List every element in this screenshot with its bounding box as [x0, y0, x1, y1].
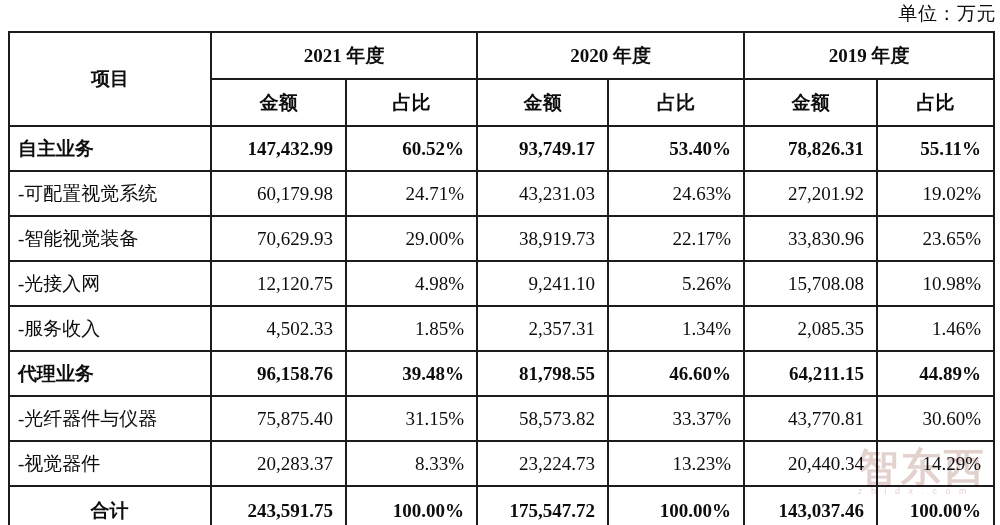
cell-amount-2021: 60,179.98 — [211, 171, 346, 216]
cell-ratio-2021: 39.48% — [346, 351, 477, 396]
row-item-label: -视觉器件 — [9, 441, 211, 486]
table-row: 合计 243,591.75 100.00% 175,547.72 100.00%… — [9, 486, 994, 525]
cell-ratio-2021: 24.71% — [346, 171, 477, 216]
cell-amount-2020: 93,749.17 — [477, 126, 608, 171]
cell-ratio-2020: 5.26% — [608, 261, 744, 306]
table-row: 自主业务 147,432.99 60.52% 93,749.17 53.40% … — [9, 126, 994, 171]
cell-amount-2020: 23,224.73 — [477, 441, 608, 486]
cell-amount-2019: 15,708.08 — [744, 261, 877, 306]
cell-ratio-2019: 14.29% — [877, 441, 994, 486]
cell-ratio-2020: 24.63% — [608, 171, 744, 216]
cell-amount-2021: 147,432.99 — [211, 126, 346, 171]
table-row: 代理业务 96,158.76 39.48% 81,798.55 46.60% 6… — [9, 351, 994, 396]
cell-ratio-2019: 100.00% — [877, 486, 994, 525]
cell-amount-2019: 27,201.92 — [744, 171, 877, 216]
cell-amount-2021: 12,120.75 — [211, 261, 346, 306]
cell-amount-2021: 96,158.76 — [211, 351, 346, 396]
table-row: -光纤器件与仪器 75,875.40 31.15% 58,573.82 33.3… — [9, 396, 994, 441]
row-item-label: -智能视觉装备 — [9, 216, 211, 261]
cell-amount-2021: 20,283.37 — [211, 441, 346, 486]
cell-amount-2020: 58,573.82 — [477, 396, 608, 441]
table-row: -光接入网 12,120.75 4.98% 9,241.10 5.26% 15,… — [9, 261, 994, 306]
cell-amount-2019: 64,211.15 — [744, 351, 877, 396]
cell-amount-2020: 2,357.31 — [477, 306, 608, 351]
cell-amount-2019: 33,830.96 — [744, 216, 877, 261]
cell-ratio-2019: 23.65% — [877, 216, 994, 261]
column-header-year-2020: 2020 年度 — [477, 32, 744, 79]
cell-amount-2020: 43,231.03 — [477, 171, 608, 216]
cell-ratio-2020: 1.34% — [608, 306, 744, 351]
table-body: 自主业务 147,432.99 60.52% 93,749.17 53.40% … — [9, 126, 994, 525]
subheader-ratio-2020: 占比 — [608, 79, 744, 126]
row-item-label: 合计 — [9, 486, 211, 525]
cell-amount-2019: 143,037.46 — [744, 486, 877, 525]
cell-amount-2020: 38,919.73 — [477, 216, 608, 261]
cell-ratio-2020: 53.40% — [608, 126, 744, 171]
cell-amount-2019: 78,826.31 — [744, 126, 877, 171]
row-item-label: 自主业务 — [9, 126, 211, 171]
revenue-breakdown-table: 项目 2021 年度 2020 年度 2019 年度 金额 占比 金额 占比 金… — [8, 31, 995, 525]
row-item-label: -服务收入 — [9, 306, 211, 351]
cell-ratio-2021: 31.15% — [346, 396, 477, 441]
row-item-label: -光接入网 — [9, 261, 211, 306]
table-row: -可配置视觉系统 60,179.98 24.71% 43,231.03 24.6… — [9, 171, 994, 216]
cell-ratio-2019: 19.02% — [877, 171, 994, 216]
table-header: 项目 2021 年度 2020 年度 2019 年度 金额 占比 金额 占比 金… — [9, 32, 994, 126]
cell-ratio-2021: 4.98% — [346, 261, 477, 306]
document-page: 单位：万元 项目 2021 年度 2020 年度 2019 年度 金额 占比 金… — [0, 0, 1000, 525]
cell-ratio-2021: 29.00% — [346, 216, 477, 261]
subheader-amount-2020: 金额 — [477, 79, 608, 126]
cell-amount-2019: 43,770.81 — [744, 396, 877, 441]
cell-amount-2021: 243,591.75 — [211, 486, 346, 525]
cell-amount-2019: 2,085.35 — [744, 306, 877, 351]
cell-ratio-2020: 22.17% — [608, 216, 744, 261]
cell-amount-2020: 81,798.55 — [477, 351, 608, 396]
column-header-year-2021: 2021 年度 — [211, 32, 477, 79]
subheader-ratio-2021: 占比 — [346, 79, 477, 126]
table-header-row-years: 项目 2021 年度 2020 年度 2019 年度 — [9, 32, 994, 79]
cell-amount-2021: 70,629.93 — [211, 216, 346, 261]
subheader-ratio-2019: 占比 — [877, 79, 994, 126]
cell-ratio-2019: 30.60% — [877, 396, 994, 441]
table-row: -服务收入 4,502.33 1.85% 2,357.31 1.34% 2,08… — [9, 306, 994, 351]
table-row: -视觉器件 20,283.37 8.33% 23,224.73 13.23% 2… — [9, 441, 994, 486]
cell-ratio-2020: 46.60% — [608, 351, 744, 396]
table-row: -智能视觉装备 70,629.93 29.00% 38,919.73 22.17… — [9, 216, 994, 261]
row-item-label: -光纤器件与仪器 — [9, 396, 211, 441]
subheader-amount-2019: 金额 — [744, 79, 877, 126]
cell-amount-2019: 20,440.34 — [744, 441, 877, 486]
cell-amount-2020: 175,547.72 — [477, 486, 608, 525]
cell-ratio-2020: 33.37% — [608, 396, 744, 441]
row-item-label: -可配置视觉系统 — [9, 171, 211, 216]
subheader-amount-2021: 金额 — [211, 79, 346, 126]
column-header-item: 项目 — [9, 32, 211, 126]
column-header-year-2019: 2019 年度 — [744, 32, 994, 79]
cell-ratio-2020: 100.00% — [608, 486, 744, 525]
cell-amount-2021: 4,502.33 — [211, 306, 346, 351]
cell-ratio-2021: 8.33% — [346, 441, 477, 486]
cell-ratio-2019: 10.98% — [877, 261, 994, 306]
cell-ratio-2021: 1.85% — [346, 306, 477, 351]
unit-label: 单位：万元 — [899, 1, 997, 27]
cell-ratio-2019: 55.11% — [877, 126, 994, 171]
cell-ratio-2019: 44.89% — [877, 351, 994, 396]
cell-ratio-2021: 60.52% — [346, 126, 477, 171]
cell-amount-2021: 75,875.40 — [211, 396, 346, 441]
row-item-label: 代理业务 — [9, 351, 211, 396]
cell-ratio-2020: 13.23% — [608, 441, 744, 486]
cell-ratio-2021: 100.00% — [346, 486, 477, 525]
cell-amount-2020: 9,241.10 — [477, 261, 608, 306]
cell-ratio-2019: 1.46% — [877, 306, 994, 351]
